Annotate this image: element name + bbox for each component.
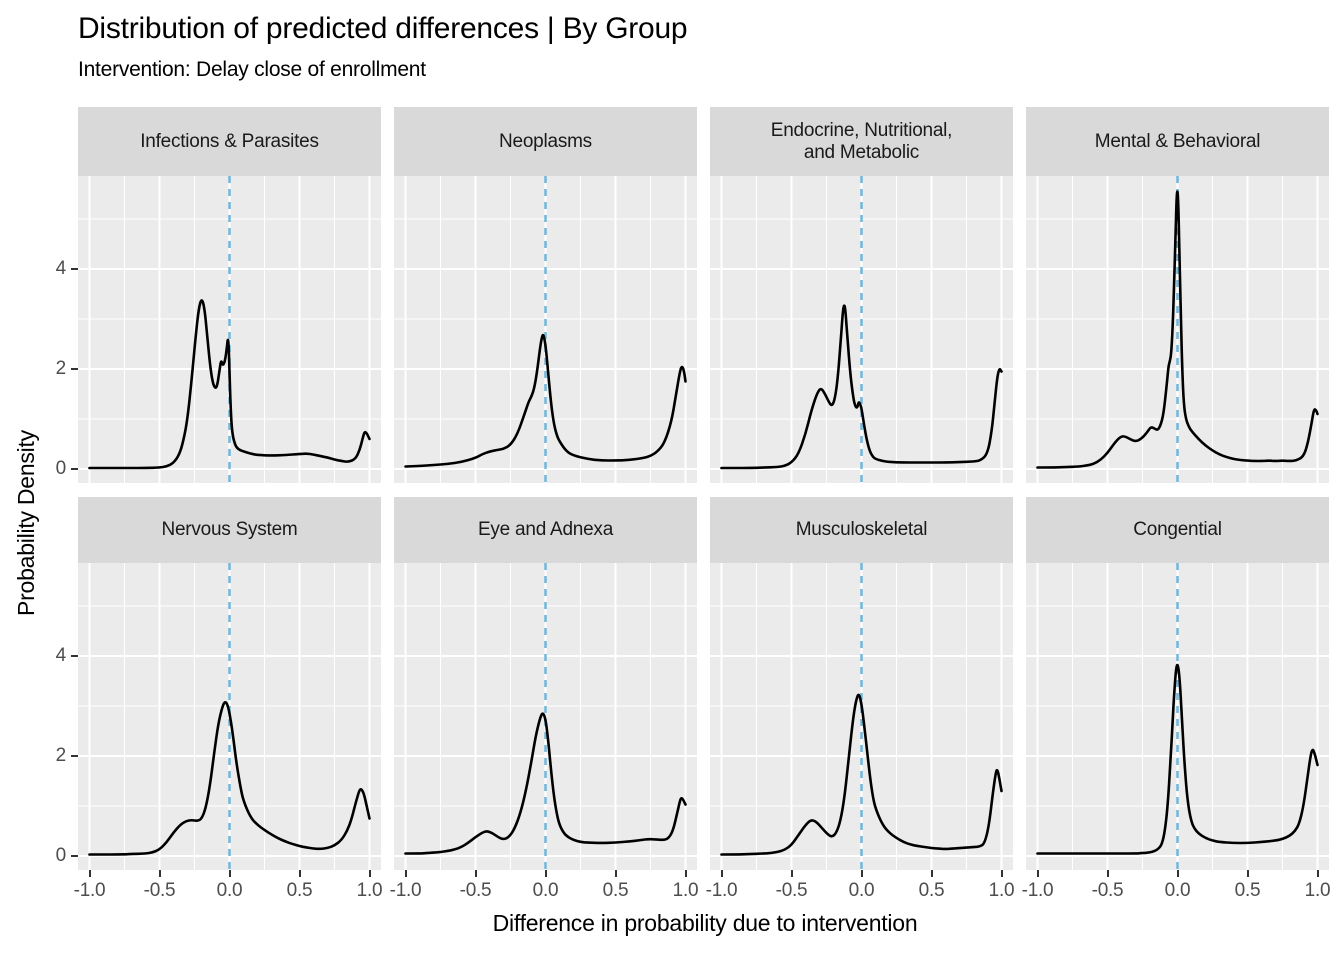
y-tick-label: 2 xyxy=(55,358,67,379)
density-curve xyxy=(404,712,687,855)
facet-cell-8: Congential xyxy=(1026,497,1329,870)
x-tick-mark xyxy=(158,870,161,877)
x-tick-label: -0.5 xyxy=(143,880,176,901)
facet-strip: Neoplasms xyxy=(394,107,697,176)
y-tick-mark xyxy=(71,368,78,370)
y-tick-label: 0 xyxy=(55,845,67,866)
x-tick-mark xyxy=(544,870,547,877)
x-tick-label: -0.5 xyxy=(1091,880,1124,901)
x-tick-mark xyxy=(930,870,933,877)
x-tick-label: 0.5 xyxy=(918,880,945,901)
x-tick-label: 1.0 xyxy=(672,880,699,901)
x-tick-label: 1.0 xyxy=(988,880,1015,901)
facet-strip-label: Eye and Adnexa xyxy=(477,519,614,541)
facet-strip-label: Nervous System xyxy=(161,519,298,541)
density-curve xyxy=(720,693,1003,856)
facet-cell-3: Endocrine, Nutritional, and Metabolic xyxy=(710,107,1013,483)
y-tick-mark xyxy=(71,468,78,470)
facet-strip: Endocrine, Nutritional, and Metabolic xyxy=(710,107,1013,176)
page-subtitle: Intervention: Delay close of enrollment xyxy=(78,58,426,81)
x-tick-mark xyxy=(228,870,231,877)
x-tick-mark xyxy=(404,870,407,877)
facet-strip: Eye and Adnexa xyxy=(394,497,697,563)
x-tick-mark xyxy=(1246,870,1249,877)
x-tick-label: -0.5 xyxy=(459,880,492,901)
x-tick-label: 0.0 xyxy=(532,880,559,901)
density-curve xyxy=(88,299,371,470)
density-plot xyxy=(78,176,381,483)
x-tick-mark xyxy=(1106,870,1109,877)
facet-strip: Mental & Behavioral xyxy=(1026,107,1329,176)
y-tick-mark xyxy=(71,855,78,857)
x-tick-mark xyxy=(474,870,477,877)
facet-strip-label: Congential xyxy=(1133,519,1222,541)
y-tick-label: 2 xyxy=(55,745,67,766)
x-tick-label: -1.0 xyxy=(73,880,106,901)
facet-strip: Congential xyxy=(1026,497,1329,563)
density-plot xyxy=(1026,176,1329,483)
density-curve xyxy=(720,304,1003,470)
x-tick-label: 0.5 xyxy=(1234,880,1261,901)
x-tick-mark xyxy=(1176,870,1179,877)
x-tick-mark xyxy=(1316,870,1319,877)
density-plot xyxy=(394,176,697,483)
page-title: Distribution of predicted differences | … xyxy=(78,12,688,45)
facet-cell-6: Eye and Adnexa xyxy=(394,497,697,870)
density-plot xyxy=(710,563,1013,870)
density-plot xyxy=(1026,563,1329,870)
facet-strip-label: Endocrine, Nutritional, and Metabolic xyxy=(770,119,953,163)
y-axis-title: Probability Density xyxy=(13,430,39,616)
x-tick-label: 1.0 xyxy=(1304,880,1331,901)
x-tick-mark xyxy=(1036,870,1039,877)
x-tick-label: -1.0 xyxy=(389,880,422,901)
facet-strip: Musculoskeletal xyxy=(710,497,1013,563)
y-tick-mark xyxy=(71,268,78,270)
x-tick-mark xyxy=(720,870,723,877)
facet-strip-label: Neoplasms xyxy=(499,130,592,152)
facet-cell-2: Neoplasms xyxy=(394,107,697,483)
density-plot xyxy=(78,563,381,870)
facet-strip-label: Infections & Parasites xyxy=(140,130,319,152)
y-tick-mark xyxy=(71,755,78,757)
x-tick-mark xyxy=(368,870,371,877)
y-tick-label: 4 xyxy=(55,645,67,666)
y-tick-label: 4 xyxy=(55,258,67,279)
x-tick-mark xyxy=(790,870,793,877)
facet-strip-label: Musculoskeletal xyxy=(795,519,928,541)
x-tick-label: -1.0 xyxy=(1021,880,1054,901)
density-plot xyxy=(710,176,1013,483)
density-curve xyxy=(88,700,371,856)
x-tick-label: -0.5 xyxy=(775,880,808,901)
facet-strip: Infections & Parasites xyxy=(78,107,381,176)
facet-strip-label: Mental & Behavioral xyxy=(1094,130,1261,152)
y-tick-label: 0 xyxy=(55,458,67,479)
facet-cell-7: Musculoskeletal xyxy=(710,497,1013,870)
x-tick-label: 0.5 xyxy=(602,880,629,901)
density-curve xyxy=(1036,190,1319,469)
facet-strip: Nervous System xyxy=(78,497,381,563)
x-tick-label: 0.0 xyxy=(216,880,243,901)
facet-cell-1: Infections & Parasites xyxy=(78,107,381,483)
facet-cell-5: Nervous System xyxy=(78,497,381,870)
x-tick-mark xyxy=(684,870,687,877)
x-tick-label: 0.5 xyxy=(286,880,313,901)
density-curve xyxy=(1036,663,1319,855)
x-tick-label: 0.0 xyxy=(848,880,875,901)
x-tick-label: -1.0 xyxy=(705,880,738,901)
density-curve xyxy=(404,333,687,468)
x-tick-label: 0.0 xyxy=(1164,880,1191,901)
x-tick-mark xyxy=(88,870,91,877)
x-tick-mark xyxy=(1000,870,1003,877)
y-tick-mark xyxy=(71,655,78,657)
x-tick-label: 1.0 xyxy=(356,880,383,901)
x-axis-title: Difference in probability due to interve… xyxy=(492,910,918,936)
x-tick-mark xyxy=(860,870,863,877)
facet-cell-4: Mental & Behavioral xyxy=(1026,107,1329,483)
density-plot xyxy=(394,563,697,870)
x-tick-mark xyxy=(298,870,301,877)
x-tick-mark xyxy=(614,870,617,877)
